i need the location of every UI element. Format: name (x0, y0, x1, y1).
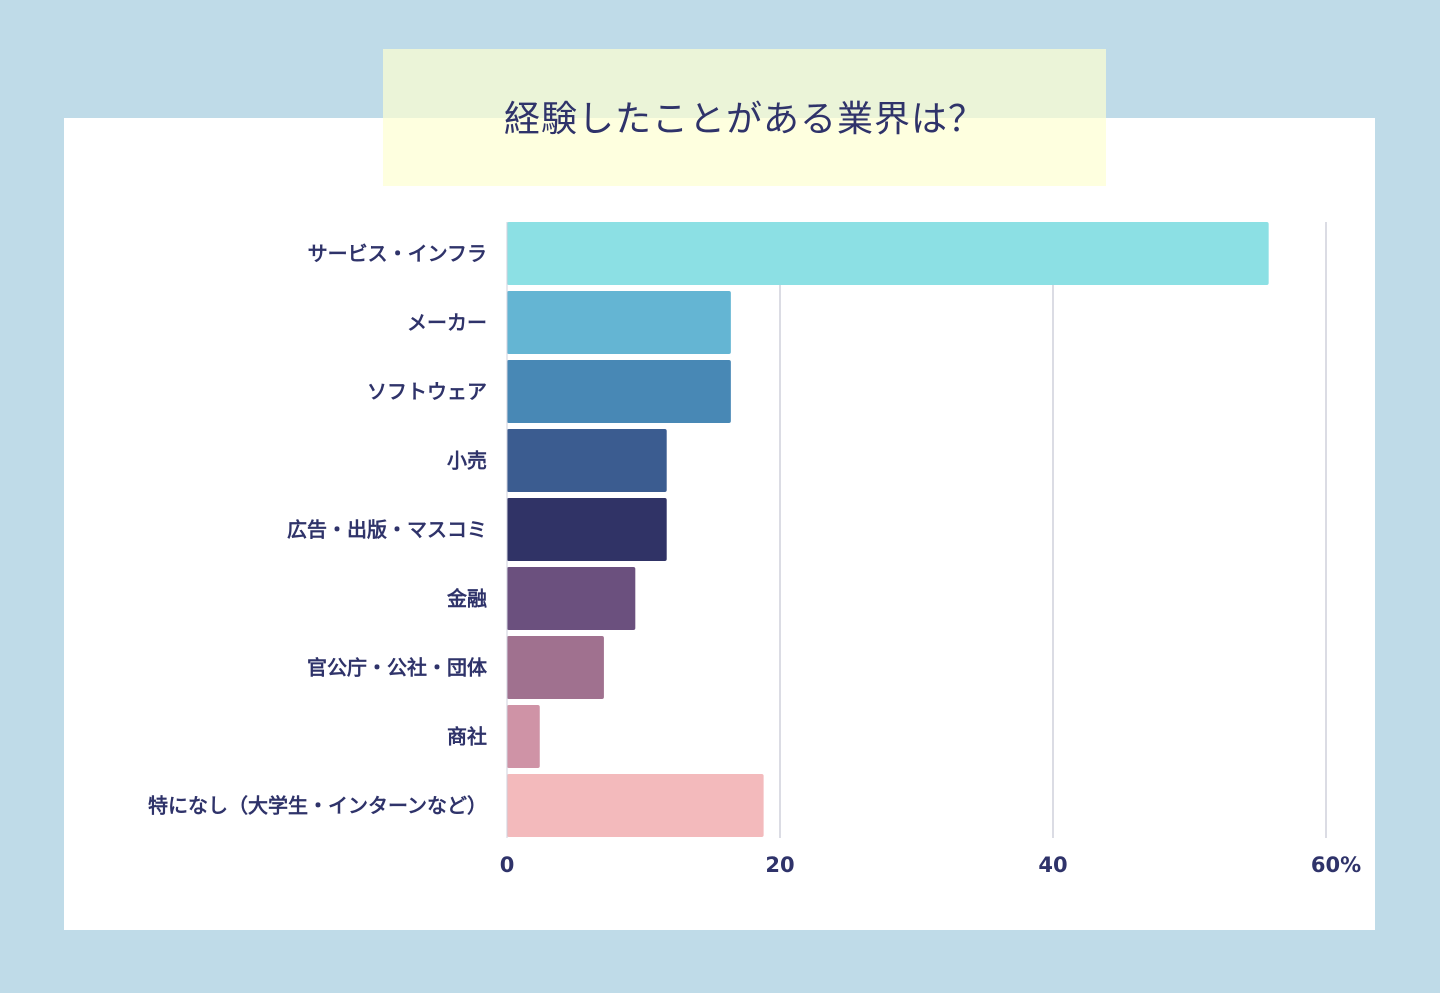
x-tick-label: 60% (1311, 853, 1361, 877)
category-label: 小売 (447, 449, 487, 473)
bar (507, 222, 1269, 285)
chart-title: 経験したことがある業界は？ (503, 98, 985, 140)
category-label: 商社 (447, 725, 487, 749)
category-label: メーカー (407, 311, 487, 335)
category-label: 金融 (446, 587, 487, 611)
bar (507, 360, 731, 423)
category-label: サービス・インフラ (308, 242, 487, 266)
category-label: 特になし（大学生・インターンなど） (148, 794, 487, 818)
bar (507, 567, 636, 630)
category-label: ソフトウェア (367, 380, 487, 404)
x-tick-label: 20 (765, 853, 794, 877)
bar (507, 291, 731, 354)
bar (507, 636, 604, 699)
category-label: 官公庁・公社・団体 (307, 656, 488, 680)
bar (507, 429, 667, 492)
bar (507, 705, 540, 768)
x-tick-label: 40 (1038, 853, 1067, 877)
category-label: 広告・出版・マスコミ (287, 518, 487, 542)
bar (507, 498, 667, 561)
bar (507, 774, 764, 837)
title-box: 経験したことがある業界は？ (383, 49, 1106, 186)
x-tick-label: 0 (500, 853, 515, 877)
